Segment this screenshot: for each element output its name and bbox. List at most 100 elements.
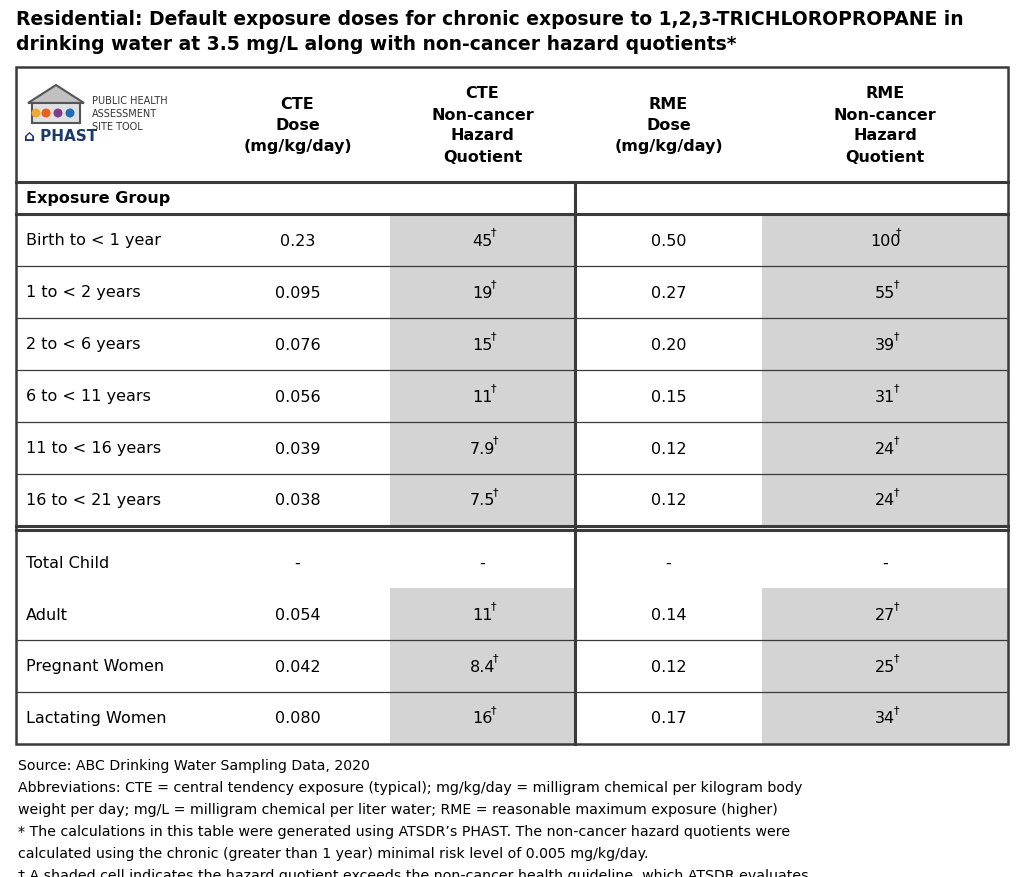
Text: 11 to < 16 years: 11 to < 16 years — [26, 441, 161, 456]
Text: 7.5: 7.5 — [470, 493, 496, 508]
Circle shape — [42, 110, 50, 118]
Text: 34: 34 — [874, 710, 895, 725]
Text: CTE
Dose
(mg/kg/day): CTE Dose (mg/kg/day) — [243, 96, 352, 153]
Text: 0.042: 0.042 — [274, 659, 321, 674]
Text: 7.9: 7.9 — [470, 441, 496, 456]
Text: 16 to < 21 years: 16 to < 21 years — [26, 493, 161, 508]
Text: calculated using the chronic (greater than 1 year) minimal risk level of 0.005 m: calculated using the chronic (greater th… — [18, 846, 648, 860]
Text: †: † — [893, 652, 899, 662]
Text: 25: 25 — [874, 659, 895, 674]
Text: 0.12: 0.12 — [650, 441, 686, 456]
Text: 100: 100 — [869, 233, 900, 248]
Text: * The calculations in this table were generated using ATSDR’s PHAST. The non-can: * The calculations in this table were ge… — [18, 824, 791, 838]
Text: 0.14: 0.14 — [650, 607, 686, 622]
Text: 24: 24 — [874, 441, 895, 456]
Circle shape — [66, 110, 75, 118]
Bar — [762, 640, 1008, 692]
Text: Adult: Adult — [26, 607, 68, 622]
Text: CTE
Non-cancer
Hazard
Quotient: CTE Non-cancer Hazard Quotient — [431, 87, 534, 164]
Text: 0.12: 0.12 — [650, 493, 686, 508]
Text: †: † — [490, 331, 497, 340]
Text: -: - — [882, 555, 888, 570]
Text: 0.095: 0.095 — [274, 285, 321, 300]
Text: 0.039: 0.039 — [274, 441, 321, 456]
Text: 0.17: 0.17 — [650, 710, 686, 725]
Text: 1 to < 2 years: 1 to < 2 years — [26, 285, 140, 300]
Circle shape — [53, 110, 62, 118]
Text: 19: 19 — [472, 285, 493, 300]
Bar — [390, 423, 575, 474]
Text: 31: 31 — [874, 389, 895, 404]
Text: †: † — [490, 704, 497, 714]
Text: -: - — [295, 555, 300, 570]
Text: 55: 55 — [874, 285, 895, 300]
Text: weight per day; mg/L = milligram chemical per liter water; RME = reasonable maxi: weight per day; mg/L = milligram chemica… — [18, 802, 778, 816]
Text: Pregnant Women: Pregnant Women — [26, 659, 164, 674]
Bar — [762, 692, 1008, 745]
Text: drinking water at 3.5 mg/L along with non-cancer hazard quotients*: drinking water at 3.5 mg/L along with no… — [16, 35, 736, 54]
Text: †: † — [493, 487, 499, 496]
Text: 0.20: 0.20 — [650, 337, 686, 352]
Polygon shape — [28, 86, 84, 103]
Text: 11: 11 — [472, 607, 493, 622]
Text: 0.50: 0.50 — [650, 233, 686, 248]
Bar — [762, 371, 1008, 423]
Text: 11: 11 — [472, 389, 493, 404]
Text: †: † — [893, 434, 899, 445]
Text: †: † — [490, 382, 497, 393]
Text: Lactating Women: Lactating Women — [26, 710, 167, 725]
Text: Exposure Group: Exposure Group — [26, 191, 170, 206]
Bar — [390, 692, 575, 745]
Text: RME
Dose
(mg/kg/day): RME Dose (mg/kg/day) — [614, 96, 723, 153]
Text: Abbreviations: CTE = central tendency exposure (typical); mg/kg/day = milligram : Abbreviations: CTE = central tendency ex… — [18, 781, 803, 794]
Text: ⌂ PHAST: ⌂ PHAST — [24, 129, 97, 144]
Text: RME
Non-cancer
Hazard
Quotient: RME Non-cancer Hazard Quotient — [834, 87, 936, 164]
Text: †: † — [893, 382, 899, 393]
Text: 39: 39 — [874, 337, 895, 352]
Text: -: - — [479, 555, 485, 570]
Text: 27: 27 — [874, 607, 895, 622]
Text: 0.056: 0.056 — [274, 389, 321, 404]
Bar — [762, 267, 1008, 318]
Text: Source: ABC Drinking Water Sampling Data, 2020: Source: ABC Drinking Water Sampling Data… — [18, 758, 370, 772]
Text: 0.054: 0.054 — [274, 607, 321, 622]
Text: †: † — [490, 227, 497, 237]
Bar — [390, 215, 575, 267]
Text: 16: 16 — [472, 710, 493, 725]
Text: 0.038: 0.038 — [274, 493, 321, 508]
Text: 2 to < 6 years: 2 to < 6 years — [26, 337, 140, 352]
Text: Total Child: Total Child — [26, 555, 110, 570]
Bar — [762, 423, 1008, 474]
Text: †: † — [893, 601, 899, 610]
Text: 15: 15 — [472, 337, 493, 352]
Text: 0.15: 0.15 — [650, 389, 686, 404]
Text: Birth to < 1 year: Birth to < 1 year — [26, 233, 161, 248]
Text: † A shaded cell indicates the hazard quotient exceeds the non-cancer health guid: † A shaded cell indicates the hazard quo… — [18, 868, 809, 877]
Bar — [390, 588, 575, 640]
Text: 0.23: 0.23 — [280, 233, 315, 248]
Text: †: † — [893, 331, 899, 340]
Circle shape — [32, 110, 41, 118]
Text: 8.4: 8.4 — [470, 659, 496, 674]
Text: Residential: Default exposure doses for chronic exposure to 1,2,3-TRICHLOROPROPA: Residential: Default exposure doses for … — [16, 10, 964, 29]
Bar — [390, 640, 575, 692]
Text: 24: 24 — [874, 493, 895, 508]
Text: 0.27: 0.27 — [650, 285, 686, 300]
Text: †: † — [490, 279, 497, 289]
Text: -: - — [666, 555, 672, 570]
Text: †: † — [493, 434, 499, 445]
Bar — [390, 474, 575, 526]
Bar — [762, 318, 1008, 371]
Text: 0.076: 0.076 — [274, 337, 321, 352]
Text: 6 to < 11 years: 6 to < 11 years — [26, 389, 151, 404]
Text: 0.080: 0.080 — [274, 710, 321, 725]
Text: †: † — [896, 227, 901, 237]
Bar — [390, 267, 575, 318]
Text: †: † — [490, 601, 497, 610]
Bar — [16, 68, 1008, 745]
Bar — [32, 103, 80, 124]
Text: PUBLIC HEALTH
ASSESSMENT
SITE TOOL: PUBLIC HEALTH ASSESSMENT SITE TOOL — [92, 96, 168, 132]
Text: †: † — [493, 652, 499, 662]
Bar — [762, 474, 1008, 526]
Bar — [390, 371, 575, 423]
